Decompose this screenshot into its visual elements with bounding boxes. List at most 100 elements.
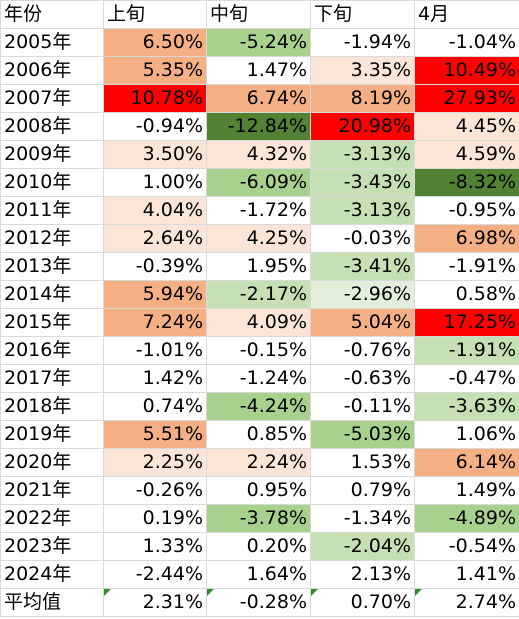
value-cell-early[interactable]: -0.39%: [103, 252, 207, 281]
year-cell[interactable]: 2021年: [0, 476, 104, 505]
value-cell-late[interactable]: 2.13%: [310, 560, 415, 589]
average-value-cell-early[interactable]: 2.31%: [103, 588, 207, 617]
value-cell-early[interactable]: -2.44%: [103, 560, 207, 589]
year-cell[interactable]: 2022年: [0, 504, 104, 533]
value-cell-mid[interactable]: 2.24%: [206, 448, 311, 477]
value-cell-late[interactable]: 5.04%: [310, 308, 415, 337]
value-cell-april[interactable]: -0.47%: [414, 364, 519, 393]
value-cell-early[interactable]: -0.26%: [103, 476, 207, 505]
value-cell-april[interactable]: -3.63%: [414, 392, 519, 421]
average-value-cell-april[interactable]: 2.74%: [414, 588, 519, 617]
value-cell-april[interactable]: 6.98%: [414, 224, 519, 253]
year-cell[interactable]: 2006年: [0, 56, 104, 85]
value-cell-april[interactable]: -0.54%: [414, 532, 519, 561]
value-cell-mid[interactable]: -0.15%: [206, 336, 311, 365]
value-cell-mid[interactable]: -4.24%: [206, 392, 311, 421]
value-cell-april[interactable]: -0.95%: [414, 196, 519, 225]
value-cell-april[interactable]: 6.14%: [414, 448, 519, 477]
value-cell-april[interactable]: 17.25%: [414, 308, 519, 337]
header-cell-late[interactable]: 下旬: [310, 0, 415, 29]
value-cell-mid[interactable]: -2.17%: [206, 280, 311, 309]
value-cell-april[interactable]: -1.91%: [414, 252, 519, 281]
value-cell-late[interactable]: -3.13%: [310, 140, 415, 169]
value-cell-april[interactable]: -1.04%: [414, 28, 519, 57]
year-cell[interactable]: 2020年: [0, 448, 104, 477]
year-cell[interactable]: 2010年: [0, 168, 104, 197]
year-cell[interactable]: 2024年: [0, 560, 104, 589]
value-cell-early[interactable]: 5.94%: [103, 280, 207, 309]
value-cell-april[interactable]: 4.59%: [414, 140, 519, 169]
value-cell-early[interactable]: 5.35%: [103, 56, 207, 85]
value-cell-mid[interactable]: 6.74%: [206, 84, 311, 113]
value-cell-late[interactable]: -0.03%: [310, 224, 415, 253]
value-cell-early[interactable]: 5.51%: [103, 420, 207, 449]
value-cell-late[interactable]: -2.04%: [310, 532, 415, 561]
year-cell[interactable]: 2009年: [0, 140, 104, 169]
value-cell-early[interactable]: 0.19%: [103, 504, 207, 533]
year-cell[interactable]: 2023年: [0, 532, 104, 561]
value-cell-mid[interactable]: 1.95%: [206, 252, 311, 281]
year-cell[interactable]: 2018年: [0, 392, 104, 421]
year-cell[interactable]: 2011年: [0, 196, 104, 225]
header-cell-early[interactable]: 上旬: [103, 0, 207, 29]
value-cell-late[interactable]: -0.63%: [310, 364, 415, 393]
value-cell-april[interactable]: -4.89%: [414, 504, 519, 533]
value-cell-late[interactable]: -3.41%: [310, 252, 415, 281]
value-cell-early[interactable]: 3.50%: [103, 140, 207, 169]
value-cell-april[interactable]: 1.41%: [414, 560, 519, 589]
value-cell-late[interactable]: -0.11%: [310, 392, 415, 421]
value-cell-mid[interactable]: 0.85%: [206, 420, 311, 449]
value-cell-late[interactable]: -2.96%: [310, 280, 415, 309]
year-cell[interactable]: 2015年: [0, 308, 104, 337]
value-cell-early[interactable]: 1.33%: [103, 532, 207, 561]
year-cell[interactable]: 2005年: [0, 28, 104, 57]
value-cell-mid[interactable]: 4.25%: [206, 224, 311, 253]
value-cell-late[interactable]: 0.79%: [310, 476, 415, 505]
value-cell-late[interactable]: 20.98%: [310, 112, 415, 141]
value-cell-early[interactable]: 4.04%: [103, 196, 207, 225]
value-cell-mid[interactable]: 4.09%: [206, 308, 311, 337]
value-cell-mid[interactable]: -5.24%: [206, 28, 311, 57]
header-cell-mid[interactable]: 中旬: [206, 0, 311, 29]
year-cell[interactable]: 2019年: [0, 420, 104, 449]
value-cell-early[interactable]: -1.01%: [103, 336, 207, 365]
year-cell[interactable]: 2013年: [0, 252, 104, 281]
value-cell-late[interactable]: -1.34%: [310, 504, 415, 533]
value-cell-mid[interactable]: 1.47%: [206, 56, 311, 85]
value-cell-april[interactable]: 0.58%: [414, 280, 519, 309]
value-cell-mid[interactable]: 1.64%: [206, 560, 311, 589]
value-cell-late[interactable]: -3.13%: [310, 196, 415, 225]
header-cell-april[interactable]: 4月: [414, 0, 519, 29]
value-cell-mid[interactable]: -1.72%: [206, 196, 311, 225]
year-cell[interactable]: 2008年: [0, 112, 104, 141]
value-cell-april[interactable]: 1.06%: [414, 420, 519, 449]
year-cell[interactable]: 2014年: [0, 280, 104, 309]
average-value-cell-late[interactable]: 0.70%: [310, 588, 415, 617]
value-cell-april[interactable]: 4.45%: [414, 112, 519, 141]
value-cell-early[interactable]: 0.74%: [103, 392, 207, 421]
value-cell-early[interactable]: 6.50%: [103, 28, 207, 57]
value-cell-early[interactable]: 2.64%: [103, 224, 207, 253]
value-cell-april[interactable]: 1.49%: [414, 476, 519, 505]
value-cell-april[interactable]: 10.49%: [414, 56, 519, 85]
value-cell-april[interactable]: -8.32%: [414, 168, 519, 197]
value-cell-early[interactable]: 1.00%: [103, 168, 207, 197]
value-cell-early[interactable]: 2.25%: [103, 448, 207, 477]
year-cell[interactable]: 2017年: [0, 364, 104, 393]
value-cell-early[interactable]: 7.24%: [103, 308, 207, 337]
value-cell-mid[interactable]: 0.20%: [206, 532, 311, 561]
value-cell-mid[interactable]: -6.09%: [206, 168, 311, 197]
value-cell-late[interactable]: 3.35%: [310, 56, 415, 85]
value-cell-early[interactable]: -0.94%: [103, 112, 207, 141]
header-cell-year[interactable]: 年份: [0, 0, 104, 29]
value-cell-mid[interactable]: 0.95%: [206, 476, 311, 505]
value-cell-early[interactable]: 1.42%: [103, 364, 207, 393]
value-cell-april[interactable]: -1.91%: [414, 336, 519, 365]
value-cell-mid[interactable]: -3.78%: [206, 504, 311, 533]
year-cell[interactable]: 2012年: [0, 224, 104, 253]
year-cell[interactable]: 2016年: [0, 336, 104, 365]
average-label-cell[interactable]: 平均值: [0, 588, 104, 617]
value-cell-mid[interactable]: -1.24%: [206, 364, 311, 393]
average-value-cell-mid[interactable]: -0.28%: [206, 588, 311, 617]
value-cell-late[interactable]: -0.76%: [310, 336, 415, 365]
